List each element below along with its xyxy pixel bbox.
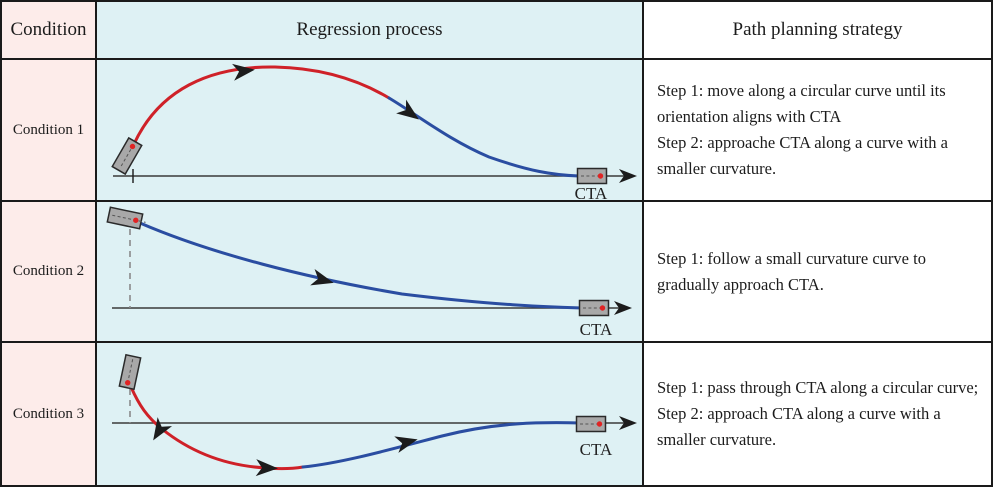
start-vehicle <box>118 353 142 391</box>
direction-arrow-icon <box>153 417 173 441</box>
vehicle-dot <box>125 380 131 386</box>
strategy-condition-3: Step 1: pass through CTA along a circula… <box>644 343 991 485</box>
condition-2-label-cell: Condition 2 <box>2 202 97 343</box>
cta-vehicle <box>578 299 610 317</box>
direction-arrow-icon <box>255 459 278 477</box>
condition-1-label: Condition 1 <box>12 121 85 138</box>
header-strategy-label: Path planning strategy <box>732 19 903 40</box>
direction-arrow-icon <box>394 436 418 453</box>
strategy-condition-2: Step 1: follow a small curvature curve t… <box>644 202 991 343</box>
blue-curve <box>301 421 583 469</box>
blue-curve <box>387 96 581 178</box>
header-regression-label: Regression process <box>296 19 443 40</box>
strategy-step: Step 1: pass through CTA along a circula… <box>657 378 979 397</box>
condition-3-label: Condition 3 <box>12 405 85 422</box>
cta-label: CTA <box>580 320 613 339</box>
header-cell-regression: Regression process <box>97 2 644 60</box>
blue-curve <box>138 221 584 310</box>
vehicle-axis-line <box>112 214 146 223</box>
strategy-condition-1: Step 1: move along a circular curve unti… <box>644 60 991 202</box>
cta-label: CTA <box>575 184 608 200</box>
strategy-step: Step 2: approach CTA along a curve with … <box>657 404 941 449</box>
direction-arrow-icon <box>232 63 255 81</box>
cta-vehicle <box>575 415 607 433</box>
header-cell-strategy: Path planning strategy <box>644 2 991 60</box>
direction-arrow-icon <box>396 99 419 120</box>
diagram-3-svg: CTA <box>112 353 637 477</box>
condition-1-label-cell: Condition 1 <box>2 60 97 202</box>
cta-label: CTA <box>580 440 613 459</box>
red-curve <box>129 385 305 471</box>
diagram-condition-1: CTA <box>97 60 644 202</box>
vehicle-dot <box>597 173 604 179</box>
condition-2-label: Condition 2 <box>12 263 85 279</box>
axis-arrow-icon <box>619 416 637 430</box>
diagram-2-svg: CTA <box>106 206 632 339</box>
vehicle-dot <box>596 421 603 427</box>
vehicle-dot <box>129 143 136 150</box>
condition-3-label-cell: Condition 3 <box>2 343 97 485</box>
axis-arrow-icon <box>619 169 637 183</box>
strategy-step: Step 1: follow a small curvature curve t… <box>657 248 926 294</box>
start-vehicle <box>111 136 143 176</box>
vehicle-dot <box>133 217 139 223</box>
start-vehicle <box>106 206 146 230</box>
vehicle-dot <box>599 305 606 311</box>
strategy-step: Step 2: approache CTA along a curve with… <box>657 133 949 178</box>
red-curve <box>132 65 391 146</box>
diagram-condition-2: CTA <box>97 202 644 343</box>
strategy-step: Step 1: move along a circular curve unti… <box>657 81 946 126</box>
diagram-condition-3: CTA <box>97 343 644 485</box>
header-condition-label: Condition <box>10 19 87 40</box>
header-cell-condition: Condition <box>2 2 97 60</box>
diagram-1-svg: CTA <box>111 63 637 200</box>
cta-vehicle <box>576 167 608 185</box>
axis-arrow-icon <box>614 301 632 315</box>
vehicle-axis-line <box>120 144 134 168</box>
direction-arrow-icon <box>310 268 334 286</box>
